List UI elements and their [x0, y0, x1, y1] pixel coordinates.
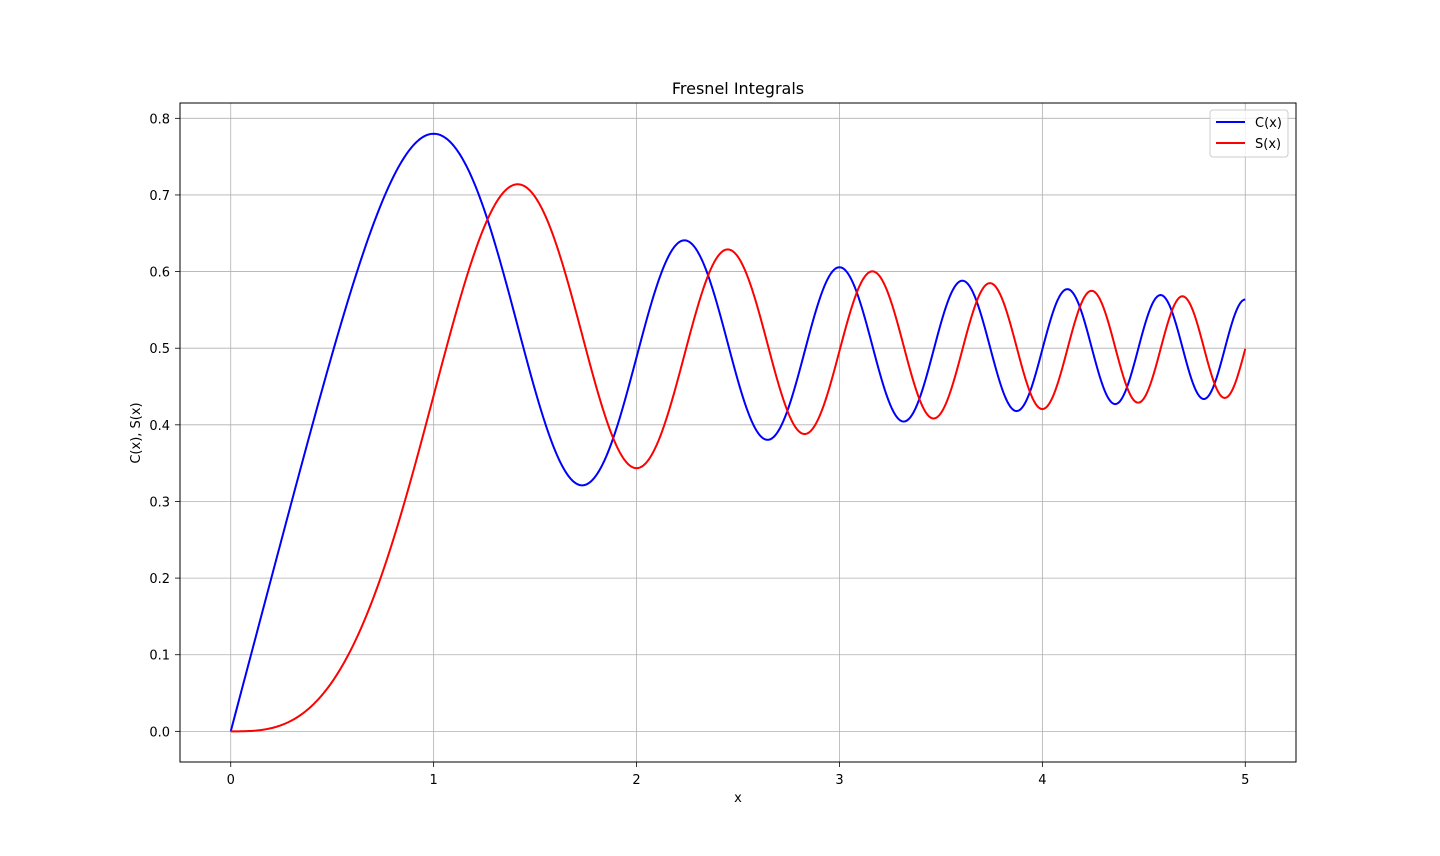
grid [180, 103, 1296, 762]
y-axis-label: C(x), S(x) [129, 402, 144, 463]
series-line-s [230, 183, 1247, 733]
x-tick-label: 5 [1241, 773, 1249, 788]
y-tick-label: 0.0 [149, 725, 170, 740]
x-tick-label: 0 [227, 773, 235, 788]
y-tick-label: 0.1 [149, 649, 170, 664]
ticks: 0 1 2 3 4 5 0.0 0.1 0.2 0.3 0.4 0.5 0.6 0.7 0.8 [149, 112, 1249, 788]
y-tick-label: 0.7 [149, 189, 170, 204]
series-line-c [229, 132, 1246, 732]
legend: C(x) S(x) [1209, 109, 1289, 158]
y-tick-label: 0.4 [149, 419, 170, 434]
y-tick-label: 0.6 [149, 266, 170, 281]
legend-label-c: C(x) [1255, 116, 1282, 131]
plot-frame [179, 102, 1297, 763]
legend-label-s: S(x) [1255, 137, 1281, 152]
y-tick-label: 0.3 [149, 495, 170, 510]
x-tick-label: 3 [835, 773, 843, 788]
y-tick-label: 0.2 [149, 572, 170, 587]
x-tick-label: 2 [632, 773, 640, 788]
series-layer [229, 132, 1247, 733]
y-tick-label: 0.5 [149, 342, 170, 357]
y-tick-label: 0.8 [149, 112, 170, 127]
x-tick-label: 1 [429, 773, 437, 788]
x-tick-label: 4 [1038, 773, 1046, 788]
chart-title: Fresnel Integrals [672, 79, 804, 98]
x-axis-label: x [734, 791, 742, 806]
